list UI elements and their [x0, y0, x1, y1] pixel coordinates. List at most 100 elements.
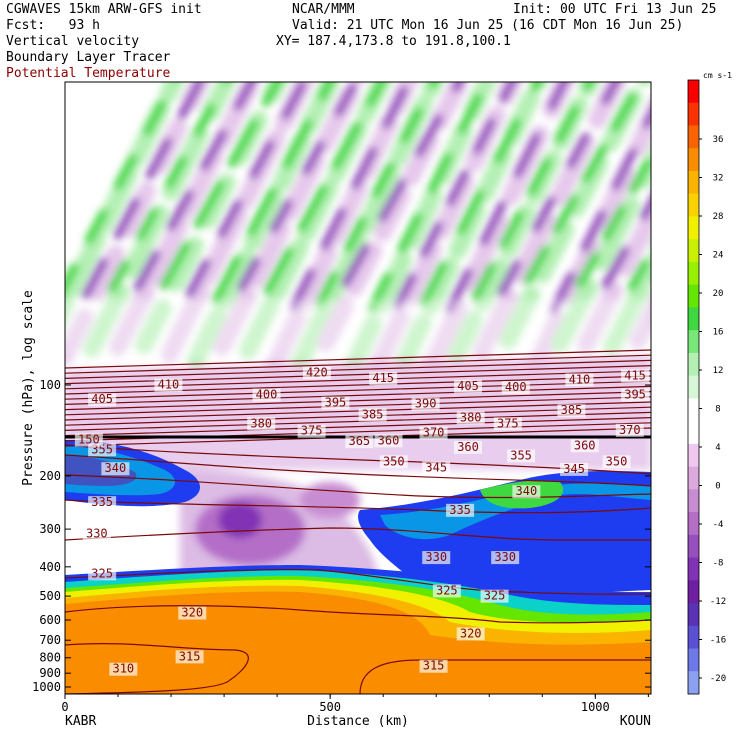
y-axis-label: Pressure (hPa), log scale: [21, 290, 36, 486]
colorbar-swatch: [688, 125, 699, 149]
y-tick-label: 500: [39, 589, 61, 603]
colorbar-swatch: [688, 443, 699, 468]
theta-label: 320: [181, 606, 203, 620]
potential-temperature-labels: 420 415 415 410 410 405 405 400 400 395 395 390 385 3…: [74, 365, 650, 676]
theta-label: 360: [574, 438, 596, 452]
colorbar-swatch: [688, 261, 699, 286]
institution-label: NCAR/MMM: [292, 2, 355, 17]
theta-label: 385: [362, 407, 384, 421]
start-station-label: KABR: [65, 714, 96, 729]
theta-contour: [65, 527, 651, 541]
colorbar-swatch: [688, 170, 699, 195]
colorbar-label: -4: [713, 520, 724, 530]
cross-section-endpoints: XY= 187.4,173.8 to 191.8,100.1: [276, 34, 511, 49]
theta-label: 340: [105, 461, 127, 475]
y-tick-label: 600: [39, 613, 61, 627]
colorbar-swatch: [688, 534, 699, 559]
colorbar-swatch: [688, 193, 699, 217]
theta-contour: [65, 569, 651, 595]
theta-label: 370: [423, 426, 445, 440]
field-potential-temperature: Potential Temperature: [6, 66, 171, 81]
theta-label: 380: [250, 416, 272, 430]
valid-time: Valid: 21 UTC Mon 16 Jun 25 (16 CDT Mon …: [292, 18, 684, 33]
y-tick-label: 1000: [32, 680, 61, 694]
theta-label: 340: [516, 484, 538, 498]
colorbar-label: -12: [710, 597, 726, 607]
colorbar-label: 16: [713, 328, 724, 338]
theta-label: 330: [425, 550, 447, 564]
x-tick-label: 1000: [581, 700, 610, 714]
theta-label: 405: [457, 379, 479, 393]
colorbar-label: 0: [715, 482, 720, 492]
theta-contour: [359, 659, 651, 694]
field-boundary-layer-tracer: Boundary Layer Tracer: [6, 50, 171, 65]
colorbar-swatch: [688, 512, 699, 536]
y-tick-label: 700: [39, 633, 61, 647]
y-tick-label: 900: [39, 666, 61, 680]
x-axis: 0 500 1000: [61, 694, 649, 714]
colorbar-label: 24: [713, 251, 724, 261]
field-vertical-velocity: Vertical velocity: [6, 34, 140, 49]
colorbar-swatch: [688, 489, 699, 513]
theta-label: 350: [383, 454, 405, 468]
theta-label: 325: [436, 583, 458, 597]
plot-area: 420 415 415 410 410 405 405 400 400 395 395 390 385 3…: [65, 82, 651, 694]
theta-label: 355: [510, 448, 532, 462]
theta-label: 345: [425, 461, 447, 475]
colorbar-label: -8: [713, 559, 724, 569]
colorbar-swatch: [688, 307, 699, 331]
theta-label: 360: [457, 440, 479, 454]
theta-label: 335: [449, 503, 471, 517]
y-tick-label: 200: [39, 469, 61, 483]
colorbar-label: 12: [713, 366, 724, 376]
x-tick-label: 0: [61, 700, 68, 714]
colorbar-swatch: [688, 580, 699, 604]
colorbar-swatch: [688, 671, 699, 695]
theta-label: 375: [497, 416, 519, 430]
theta-label: 365: [348, 434, 370, 448]
theta-label: 315: [179, 649, 201, 663]
theta-contour: [65, 499, 651, 514]
theta-label: 315: [423, 659, 445, 673]
theta-label: 330: [494, 550, 516, 564]
colorbar-label: 36: [713, 135, 724, 145]
colorbar-swatch: [688, 239, 699, 263]
theta-label: 420: [306, 365, 328, 379]
theta-label: 310: [112, 662, 134, 676]
theta-label: 370: [619, 423, 641, 437]
colorbar-label: -16: [710, 636, 726, 646]
colorbar-label: 4: [715, 443, 720, 453]
colorbar-label: 8: [715, 405, 720, 415]
colorbar-swatch: [688, 216, 699, 240]
theta-label: 385: [561, 403, 583, 417]
y-tick-label: 800: [39, 651, 61, 665]
colorbar-swatch: [688, 557, 699, 581]
colorbar-swatch: [688, 352, 699, 377]
y-tick-label: 300: [39, 522, 61, 536]
theta-label: 380: [460, 410, 482, 424]
theta-label: 390: [415, 397, 437, 411]
colorbar-label: 20: [713, 289, 724, 299]
theta-contour: [65, 605, 651, 624]
end-station-label: KOUN: [620, 714, 651, 729]
x-axis-label: Distance (km): [307, 714, 409, 729]
theta-label: 400: [505, 380, 527, 394]
theta-label: 405: [91, 392, 113, 406]
colorbar-swatch: [688, 80, 699, 104]
colorbar-swatch: [688, 102, 699, 126]
colorbar-swatch: [688, 603, 699, 627]
colorbar-label: -20: [710, 674, 726, 684]
theta-contour: [65, 444, 651, 475]
theta-label: 330: [86, 527, 108, 541]
x-tick-label: 500: [319, 700, 341, 714]
colorbar-swatch: [688, 330, 699, 354]
theta-label: 335: [91, 495, 113, 509]
theta-label: 360: [378, 433, 400, 447]
theta-label: 410: [569, 372, 591, 386]
theta-contour: [65, 643, 249, 694]
theta-label: 410: [158, 378, 180, 392]
theta-label: 150: [78, 432, 100, 446]
theta-label: 400: [256, 388, 278, 402]
